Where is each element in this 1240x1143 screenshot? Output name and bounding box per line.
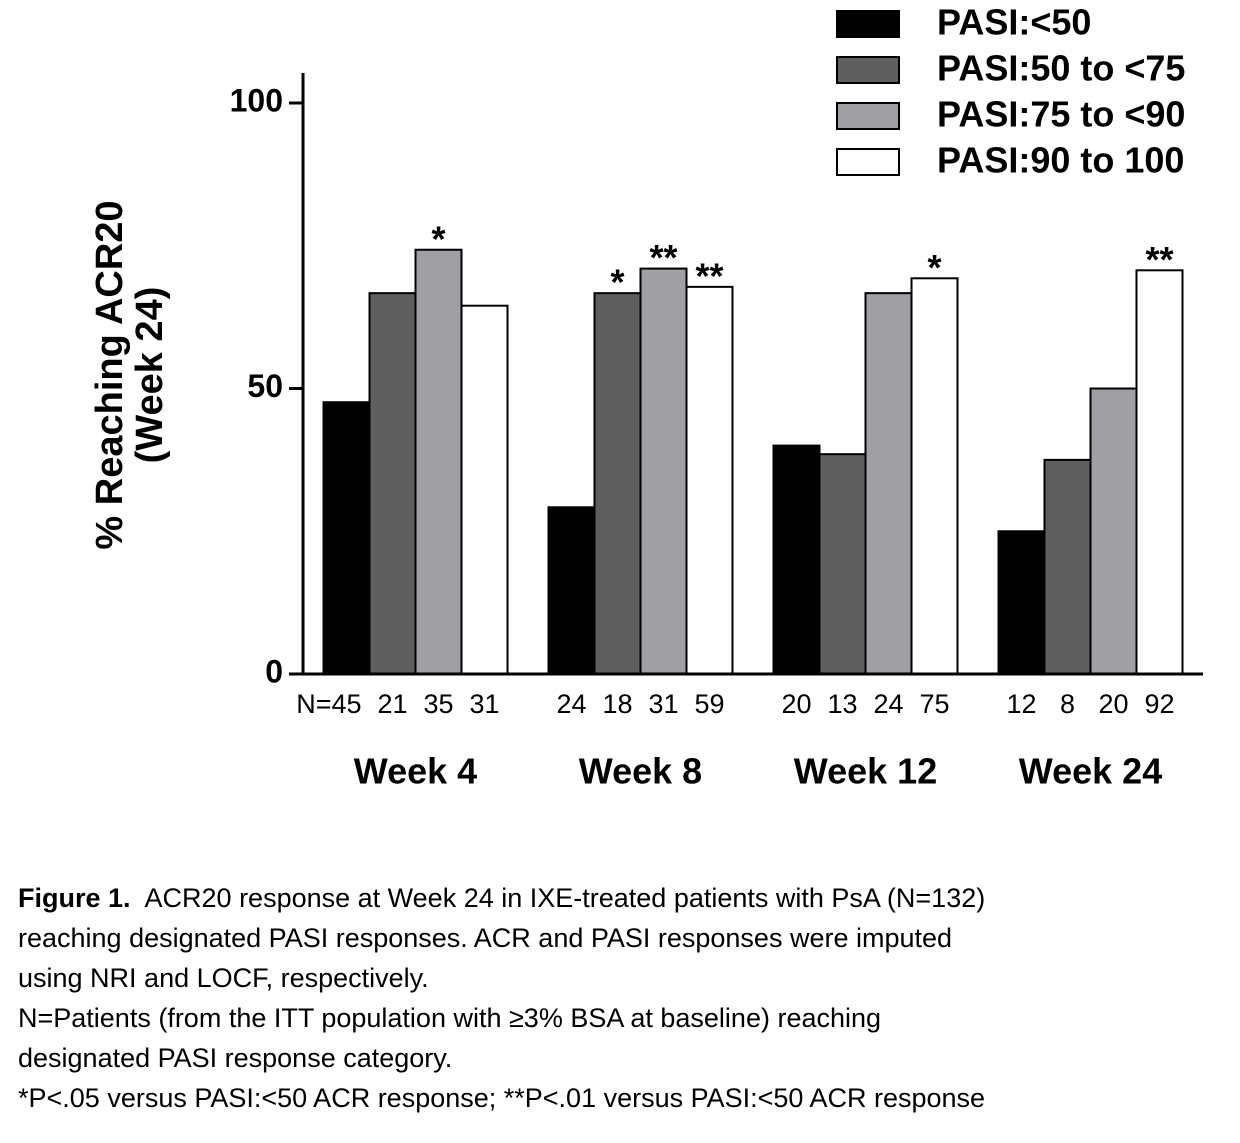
y-axis-label: % Reaching ACR20 <box>89 200 131 549</box>
legend-swatch <box>836 56 900 84</box>
n-prefix: N= <box>296 689 331 719</box>
bar <box>772 444 821 675</box>
y-tick-label: 0 <box>265 653 283 689</box>
legend-label: PASI:75 to <90 <box>937 94 1185 135</box>
n-label: 59 <box>694 689 724 719</box>
legend-swatch <box>836 148 900 176</box>
bar <box>593 292 642 675</box>
significance-marker: ** <box>1145 239 1173 280</box>
n-label: 21 <box>377 689 407 719</box>
bar <box>322 401 371 675</box>
x-tick-label: Week 24 <box>1019 751 1162 792</box>
caption-label: Figure 1. <box>18 883 131 913</box>
bar <box>910 277 959 675</box>
n-label: 45 <box>331 689 361 719</box>
significance-marker: * <box>610 262 624 303</box>
n-label: 24 <box>873 689 903 719</box>
bar <box>818 453 867 676</box>
n-label: 31 <box>469 689 499 719</box>
caption-line: reaching designated PASI responses. ACR … <box>18 923 952 953</box>
bar <box>1135 269 1184 675</box>
n-label: 20 <box>1098 689 1128 719</box>
n-label: 75 <box>919 689 949 719</box>
bar <box>1089 387 1138 675</box>
x-tick-label: Week 12 <box>794 751 937 792</box>
legend-label: PASI:<50 <box>937 2 1091 43</box>
n-label: 31 <box>648 689 678 719</box>
caption-line: using NRI and LOCF, respectively. <box>18 963 429 993</box>
n-label: 24 <box>556 689 586 719</box>
caption-text: ACR20 response at Week 24 in IXE-treated… <box>145 883 986 913</box>
bar <box>997 530 1046 675</box>
n-label: 35 <box>423 689 453 719</box>
n-label: 13 <box>827 689 857 719</box>
caption-line: *P<.05 versus PASI:<50 ACR response; **P… <box>18 1083 985 1113</box>
y-axis-label: (Week 24) <box>129 287 171 464</box>
n-label: 18 <box>602 689 632 719</box>
legend-label: PASI:50 to <75 <box>937 48 1185 89</box>
n-label: 8 <box>1060 689 1075 719</box>
bar <box>1043 458 1092 675</box>
legend-swatch <box>836 102 900 130</box>
legend-swatch <box>836 10 900 38</box>
legend-label: PASI:90 to 100 <box>937 140 1184 181</box>
caption-line: designated PASI response category. <box>18 1043 452 1073</box>
significance-marker: ** <box>649 237 677 278</box>
bar <box>685 285 734 675</box>
y-tick-label: 50 <box>247 368 283 404</box>
bar <box>547 506 596 675</box>
y-tick-label: 100 <box>230 82 283 118</box>
bar <box>414 248 463 675</box>
x-tick-label: Week 8 <box>579 751 702 792</box>
x-tick-label: Week 4 <box>354 751 477 792</box>
bar <box>368 292 417 675</box>
significance-marker: * <box>927 247 941 288</box>
caption-line: N=Patients (from the ITT population with… <box>18 1003 881 1033</box>
n-label: 92 <box>1144 689 1174 719</box>
n-label: 20 <box>781 689 811 719</box>
significance-marker: ** <box>695 255 723 296</box>
n-label: 12 <box>1006 689 1036 719</box>
bar <box>460 304 509 675</box>
caption-line: Figure 1. ACR20 response at Week 24 in IX… <box>18 883 985 913</box>
significance-marker: * <box>431 218 445 259</box>
bar <box>639 267 688 675</box>
bar <box>864 292 913 675</box>
